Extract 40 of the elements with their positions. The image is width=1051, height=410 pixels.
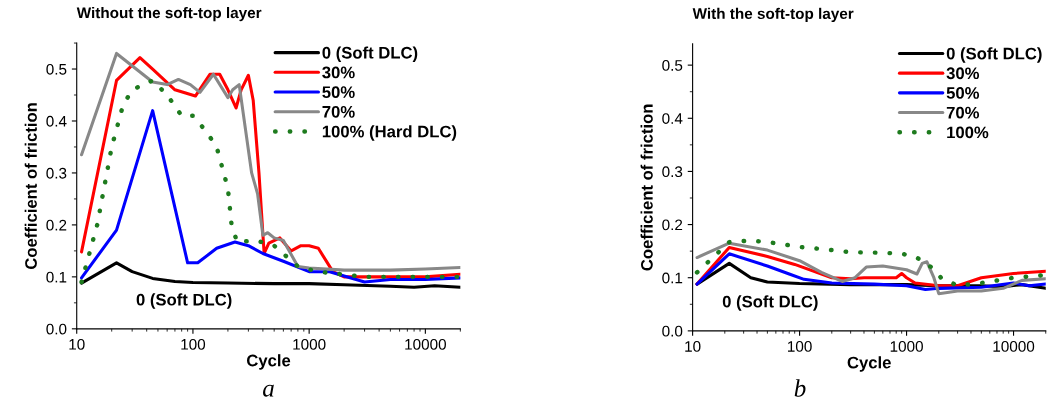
y-tick-label: 0.4 — [46, 115, 67, 127]
annotation: 0 (Soft DLC) — [136, 293, 232, 309]
x-axis-title: Cycle — [847, 356, 891, 372]
legend-label: 0 (Soft DLC) — [946, 47, 1042, 63]
x-axis-title: Cycle — [246, 354, 291, 370]
x-tick-label: 10000 — [993, 341, 1035, 352]
y-tick-label: 0.0 — [46, 323, 67, 335]
y-tick-label: 0.0 — [662, 325, 683, 337]
x-tick-label: 10 — [685, 341, 701, 352]
x-tick-label: 100 — [181, 338, 206, 350]
y-tick-label: 0.4 — [662, 113, 683, 124]
y-axis-title: Coefficient of friction — [640, 104, 653, 271]
y-axis-title: Coefficient of friction — [24, 103, 37, 270]
legend-label: 30% — [946, 67, 980, 80]
legend-label: 50% — [322, 86, 355, 99]
legend-label: 100% (Hard DLC) — [322, 125, 457, 141]
y-tick-label: 0.3 — [46, 167, 67, 179]
text: b — [794, 379, 806, 397]
x-tick-label: 100 — [788, 341, 812, 352]
x-tick-label: 10000 — [405, 338, 446, 350]
x-tick-label: 1000 — [293, 338, 326, 350]
y-tick-label: 0.5 — [662, 60, 683, 71]
x-tick-label: 10 — [69, 338, 85, 350]
legend-label: 30% — [322, 66, 355, 79]
y-tick-label: 0.1 — [662, 272, 683, 284]
text: a — [263, 384, 274, 397]
chart-title: Without the soft-top layer — [76, 6, 262, 22]
y-tick-label: 0.3 — [662, 166, 683, 178]
chart-title: With the soft-top layer — [692, 7, 854, 23]
annotation: 0 (Soft DLC) — [722, 295, 818, 311]
legend-label: 50% — [946, 87, 980, 99]
x-tick-label: 1000 — [890, 341, 923, 352]
y-tick-label: 0.5 — [46, 63, 67, 75]
legend-label: 70% — [322, 105, 355, 118]
legend-label: 70% — [946, 106, 980, 119]
y-tick-label: 0.1 — [46, 271, 67, 283]
legend-label: 0 (Soft DLC) — [322, 46, 418, 62]
y-tick-label: 0.2 — [46, 219, 67, 231]
y-tick-label: 0.2 — [662, 219, 683, 231]
legend-label: 100% — [947, 126, 989, 139]
